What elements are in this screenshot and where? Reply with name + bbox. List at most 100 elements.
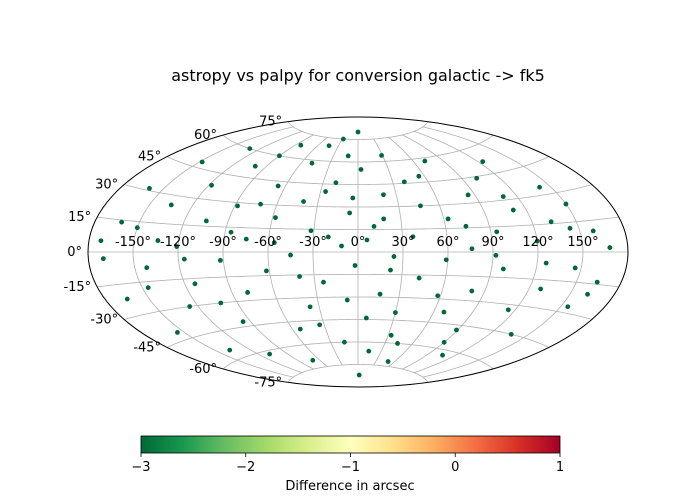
y-tick-label: -75° bbox=[254, 375, 282, 390]
data-point bbox=[463, 223, 469, 229]
data-point bbox=[416, 275, 422, 281]
data-point bbox=[317, 322, 323, 328]
data-point bbox=[381, 216, 387, 222]
parallel-line bbox=[166, 156, 550, 185]
data-point bbox=[321, 279, 326, 285]
data-point bbox=[301, 199, 306, 204]
data-point bbox=[355, 129, 361, 135]
data-point bbox=[440, 352, 445, 358]
data-point bbox=[275, 183, 281, 189]
data-point bbox=[435, 293, 441, 299]
x-tick-label: 90° bbox=[481, 235, 504, 250]
data-point bbox=[416, 173, 422, 179]
data-point bbox=[388, 267, 393, 273]
plot-boundary bbox=[87, 116, 629, 388]
y-tick-label: 60° bbox=[194, 128, 217, 143]
parallel-line bbox=[287, 364, 429, 383]
x-tick-label: 150° bbox=[567, 235, 598, 250]
data-point bbox=[174, 244, 180, 249]
colorbar-tick-label: 0 bbox=[451, 460, 459, 475]
data-point bbox=[395, 341, 400, 346]
data-point bbox=[181, 256, 187, 262]
data-point bbox=[465, 192, 471, 198]
colorbar-tick-label: −1 bbox=[341, 460, 360, 475]
parallel-line bbox=[166, 319, 550, 348]
x-tick-label: -150° bbox=[115, 235, 151, 250]
data-point bbox=[356, 372, 362, 378]
data-point bbox=[422, 158, 428, 164]
data-point bbox=[217, 257, 223, 263]
data-point bbox=[469, 246, 475, 252]
data-point bbox=[342, 339, 347, 345]
data-point bbox=[298, 142, 304, 148]
data-point bbox=[209, 182, 214, 188]
data-point bbox=[252, 163, 258, 169]
data-point bbox=[339, 243, 344, 249]
data-point bbox=[445, 216, 451, 222]
data-point bbox=[352, 263, 358, 268]
data-point bbox=[218, 300, 224, 306]
data-point bbox=[418, 203, 423, 209]
data-point bbox=[100, 256, 106, 262]
data-point bbox=[585, 291, 590, 297]
y-tick-label: -30° bbox=[90, 313, 118, 328]
data-point bbox=[307, 304, 313, 310]
data-point bbox=[590, 228, 596, 234]
data-point bbox=[345, 153, 351, 159]
y-tick-label: 15° bbox=[68, 210, 91, 225]
data-point bbox=[510, 207, 516, 213]
data-point bbox=[505, 307, 511, 313]
data-point bbox=[474, 175, 480, 181]
colorbar: −3 −2 −1 0 1 Difference in arcsec bbox=[131, 435, 564, 494]
data-point bbox=[377, 291, 383, 297]
data-point bbox=[155, 238, 161, 243]
data-point bbox=[227, 347, 233, 353]
data-point bbox=[310, 357, 316, 363]
data-point bbox=[344, 297, 350, 303]
colorbar-tick-label: 1 bbox=[556, 460, 564, 475]
x-tick-label: -60° bbox=[254, 235, 282, 250]
parallel-line bbox=[97, 216, 619, 230]
data-point bbox=[494, 229, 500, 235]
data-point bbox=[323, 189, 328, 194]
data-point bbox=[379, 152, 384, 158]
data-point bbox=[441, 309, 447, 315]
parallel-line bbox=[124, 296, 592, 320]
data-point bbox=[147, 185, 152, 191]
data-point bbox=[98, 238, 104, 244]
data-point bbox=[366, 348, 372, 354]
data-point bbox=[350, 195, 356, 201]
data-point bbox=[572, 265, 578, 271]
data-point bbox=[385, 359, 391, 364]
data-point bbox=[277, 153, 282, 159]
data-point bbox=[267, 351, 272, 357]
data-point bbox=[388, 332, 394, 338]
y-tick-label: 0° bbox=[67, 245, 82, 260]
parallel-line bbox=[287, 121, 429, 140]
data-point bbox=[340, 136, 346, 142]
data-point bbox=[537, 184, 542, 190]
data-point bbox=[480, 159, 486, 165]
data-point bbox=[543, 260, 549, 266]
x-tick-label: -120° bbox=[160, 235, 196, 250]
data-point bbox=[534, 238, 540, 244]
y-tick-labels: -75° -60° -45° -30° -15° 0° 15° 30° 45° 60° 75° bbox=[63, 115, 282, 391]
scatter-points bbox=[98, 129, 613, 378]
data-point bbox=[538, 286, 544, 292]
data-point bbox=[273, 215, 278, 221]
data-point bbox=[288, 252, 293, 258]
data-point bbox=[410, 234, 416, 240]
data-point bbox=[391, 254, 397, 259]
data-point bbox=[271, 240, 277, 246]
data-point bbox=[508, 331, 514, 337]
x-tick-label: -90° bbox=[209, 235, 237, 250]
data-point bbox=[441, 339, 447, 345]
parallel-line bbox=[97, 274, 619, 288]
data-point bbox=[134, 225, 140, 231]
x-tick-label: 60° bbox=[436, 235, 459, 250]
data-point bbox=[594, 279, 600, 285]
data-point bbox=[454, 327, 459, 333]
data-point bbox=[563, 201, 569, 207]
data-point bbox=[567, 225, 573, 231]
data-point bbox=[168, 202, 174, 208]
